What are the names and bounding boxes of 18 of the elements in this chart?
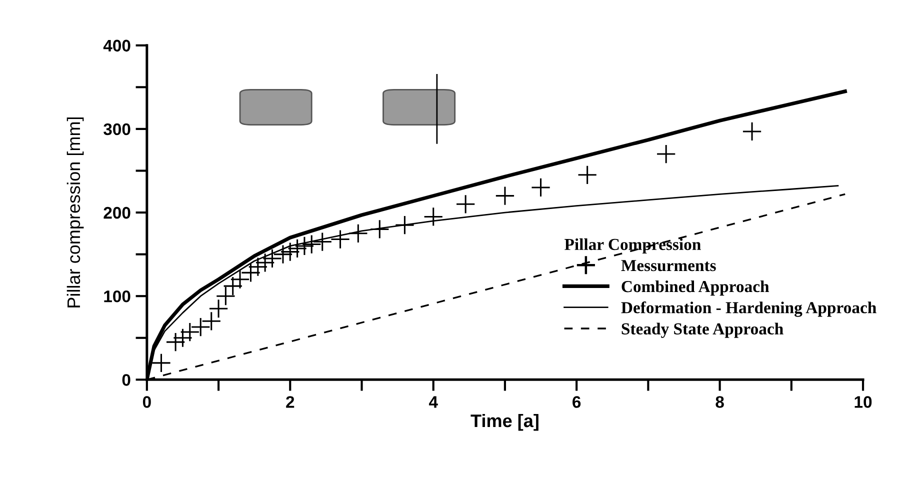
y-tick-label: 0: [122, 374, 130, 386]
legend-title: Pillar Compression: [564, 238, 701, 254]
legend-label: Combined Approach: [622, 280, 770, 296]
x-tick-label: 2: [286, 396, 294, 408]
x-tick-label: 0: [142, 396, 151, 408]
x-tick-label: 6: [572, 396, 581, 408]
y-tick-label: 200: [104, 206, 130, 219]
y-tick-label: 300: [104, 123, 130, 136]
x-tick-label: 4: [428, 396, 438, 408]
y-tick-label: 100: [104, 290, 130, 302]
x-tick-label: 8: [716, 396, 724, 408]
legend-label: Steady State Approach: [622, 322, 784, 338]
x-tick-label: 10: [854, 396, 872, 408]
y-tick-label: 400: [103, 40, 130, 52]
y-axis-title: Pillar compression [mm]: [66, 117, 84, 308]
x-axis-title: Time [a]: [470, 414, 538, 431]
legend-label: Deformation - Hardening Approach: [621, 301, 876, 317]
legend-label: Messurments: [621, 260, 716, 272]
